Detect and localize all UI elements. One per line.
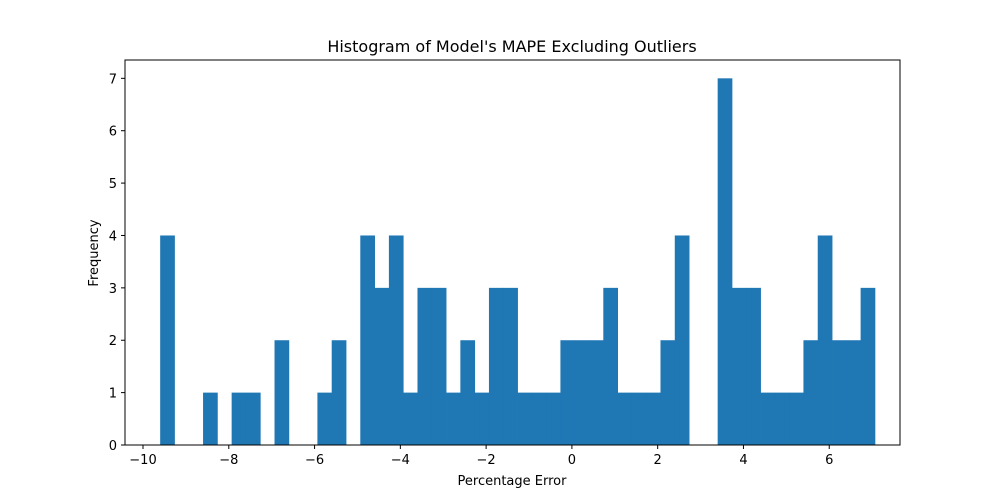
histogram-bar	[789, 392, 804, 445]
y-tick-label: 7	[109, 72, 117, 87]
histogram-bar	[317, 392, 333, 445]
histogram-bar	[760, 392, 776, 445]
histogram-bar	[589, 340, 604, 445]
x-tick-label: −8	[219, 453, 238, 468]
histogram-bar	[531, 392, 547, 445]
bars-group	[160, 78, 876, 445]
histogram-bar	[231, 392, 247, 445]
x-tick-label: −4	[391, 453, 410, 468]
plot-frame	[124, 59, 901, 446]
histogram-bar	[245, 392, 261, 445]
histogram-bar	[203, 392, 218, 445]
histogram-bar	[774, 392, 790, 445]
y-tick-label: 3	[109, 282, 117, 297]
x-tick-label: 2	[654, 453, 662, 468]
histogram-bar	[731, 287, 747, 445]
histogram-bar	[474, 392, 490, 445]
histogram-bar	[832, 340, 847, 445]
y-tick-label: 5	[109, 177, 117, 192]
histogram-bar	[331, 340, 347, 445]
histogram-bar	[403, 392, 418, 445]
x-tick-label: 0	[568, 453, 576, 468]
chart-title: Histogram of Model's MAPE Excluding Outl…	[327, 37, 696, 56]
y-tick-label: 0	[109, 439, 117, 454]
y-tick-label: 4	[109, 229, 117, 244]
histogram-bar	[803, 340, 819, 445]
histogram-bar	[360, 235, 375, 445]
x-tick-label: −2	[477, 453, 496, 468]
y-tick-label: 2	[109, 334, 117, 349]
histogram-bar	[631, 392, 647, 445]
histogram-bar	[860, 287, 876, 445]
histogram-bar	[746, 287, 761, 445]
histogram-bar	[160, 235, 175, 445]
x-tick-label: −6	[305, 453, 324, 468]
histogram-bar	[717, 78, 733, 445]
x-axis-label: Percentage Error	[458, 474, 568, 489]
histogram-bar	[374, 287, 390, 445]
histogram-bar	[503, 287, 518, 445]
x-tick-label: 6	[825, 453, 833, 468]
x-tick-label: 4	[739, 453, 747, 468]
histogram-bar	[431, 287, 447, 445]
histogram-bar	[560, 340, 576, 445]
histogram-bar	[646, 392, 661, 445]
histogram-bar	[660, 340, 676, 445]
histogram-bar	[574, 340, 590, 445]
histogram-bar	[488, 287, 504, 445]
histogram-bar	[846, 340, 862, 445]
histogram-bar	[417, 287, 433, 445]
histogram-bar	[546, 392, 561, 445]
y-tick-label: 6	[109, 125, 117, 140]
y-tick-label: 1	[109, 387, 117, 402]
histogram-bar	[674, 235, 690, 445]
histogram-bar	[274, 340, 290, 445]
histogram-bar	[517, 392, 533, 445]
y-axis-ticks: 0 1 2 3 4 5 6 7	[109, 72, 125, 454]
histogram-bar	[446, 392, 461, 445]
histogram-bar	[603, 287, 619, 445]
x-axis-ticks: −10 −8 −6 −4 −2 0 2 4 6	[129, 445, 833, 468]
histogram-bar	[617, 392, 633, 445]
x-tick-label: −10	[129, 453, 156, 468]
histogram-bar	[388, 235, 404, 445]
y-axis-label: Frequency	[87, 219, 102, 286]
histogram-bar	[817, 235, 833, 445]
histogram-bar	[460, 340, 476, 445]
